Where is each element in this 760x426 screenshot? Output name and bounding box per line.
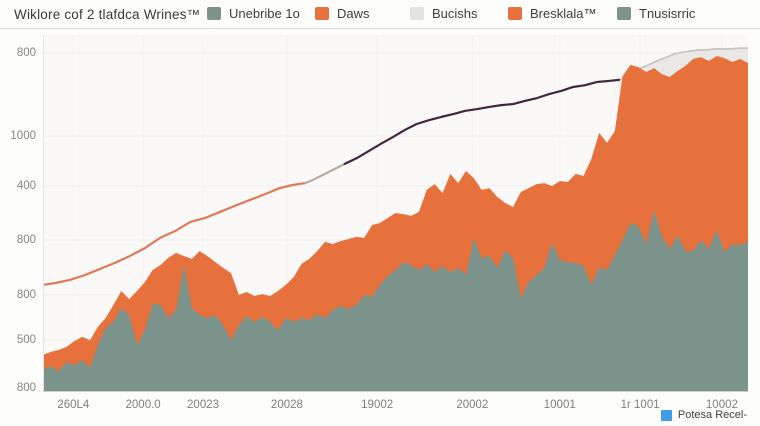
series-area-unebribe-1o [43, 210, 748, 391]
legend-item-tnusisrric[interactable]: Tnusisrric [617, 6, 695, 21]
plot-area [43, 35, 748, 391]
legend-item-bucishs[interactable]: Bucishs [410, 6, 478, 21]
legend-swatch [207, 7, 221, 20]
x-tick-label: 10002 [705, 399, 738, 411]
x-tick-label: 1r 1001 [620, 399, 660, 411]
series-line-trend-transition [305, 164, 344, 183]
x-tick-label: 10001 [543, 399, 576, 411]
legend-item-unebribe-1o[interactable]: Unebribe 1o [207, 6, 300, 21]
chart-legend: Unebribe 1o Daws Bucishs Bresklala™ Tnusisrr… [0, 6, 760, 26]
legend-swatch [315, 7, 329, 20]
legend-item-bresklala-[interactable]: Bresklala™ [508, 6, 596, 21]
series-line-trend-purple [345, 80, 619, 164]
x-tick-label: 20002 [456, 399, 489, 411]
x-tick-label: 260L4 [57, 399, 90, 411]
legend-label: Daws [337, 6, 370, 21]
y-tick-label: 500 [16, 334, 36, 347]
legend-swatch [617, 7, 631, 20]
legend-label: Tnusisrric [639, 6, 696, 21]
x-axis-line [43, 391, 748, 392]
y-axis-line [43, 35, 44, 391]
header-separator [0, 28, 760, 29]
series-line-trend-salmon [43, 183, 305, 285]
y-tick-label: 1000 [10, 130, 36, 143]
legend-swatch [508, 7, 522, 20]
legend-swatch [410, 7, 424, 20]
x-tick-label: 2000.0 [125, 399, 161, 411]
footer-legend-label: Potesa Recel- [677, 409, 747, 421]
footer-legend-item[interactable]: Potesa Recel- [660, 409, 747, 421]
legend-label: Bresklala™ [530, 6, 597, 21]
footer-legend-swatch [660, 409, 672, 421]
y-tick-label: 800 [16, 382, 36, 395]
legend-item-daws[interactable]: Daws [315, 6, 370, 21]
y-tick-label: 400 [16, 179, 36, 192]
chart-title: Wiklore cof 2 tlafdca Wrines™ [14, 7, 201, 22]
x-tick-label: 20028 [270, 399, 303, 411]
x-tick-label: 19002 [361, 399, 394, 411]
y-tick-label: 800 [16, 234, 36, 247]
y-tick-label: 800 [16, 288, 36, 301]
legend-label: Unebribe 1o [229, 6, 300, 21]
y-tick-label: 800 [16, 47, 36, 60]
legend-label: Bucishs [432, 6, 478, 21]
x-tick-label: 20023 [187, 399, 220, 411]
